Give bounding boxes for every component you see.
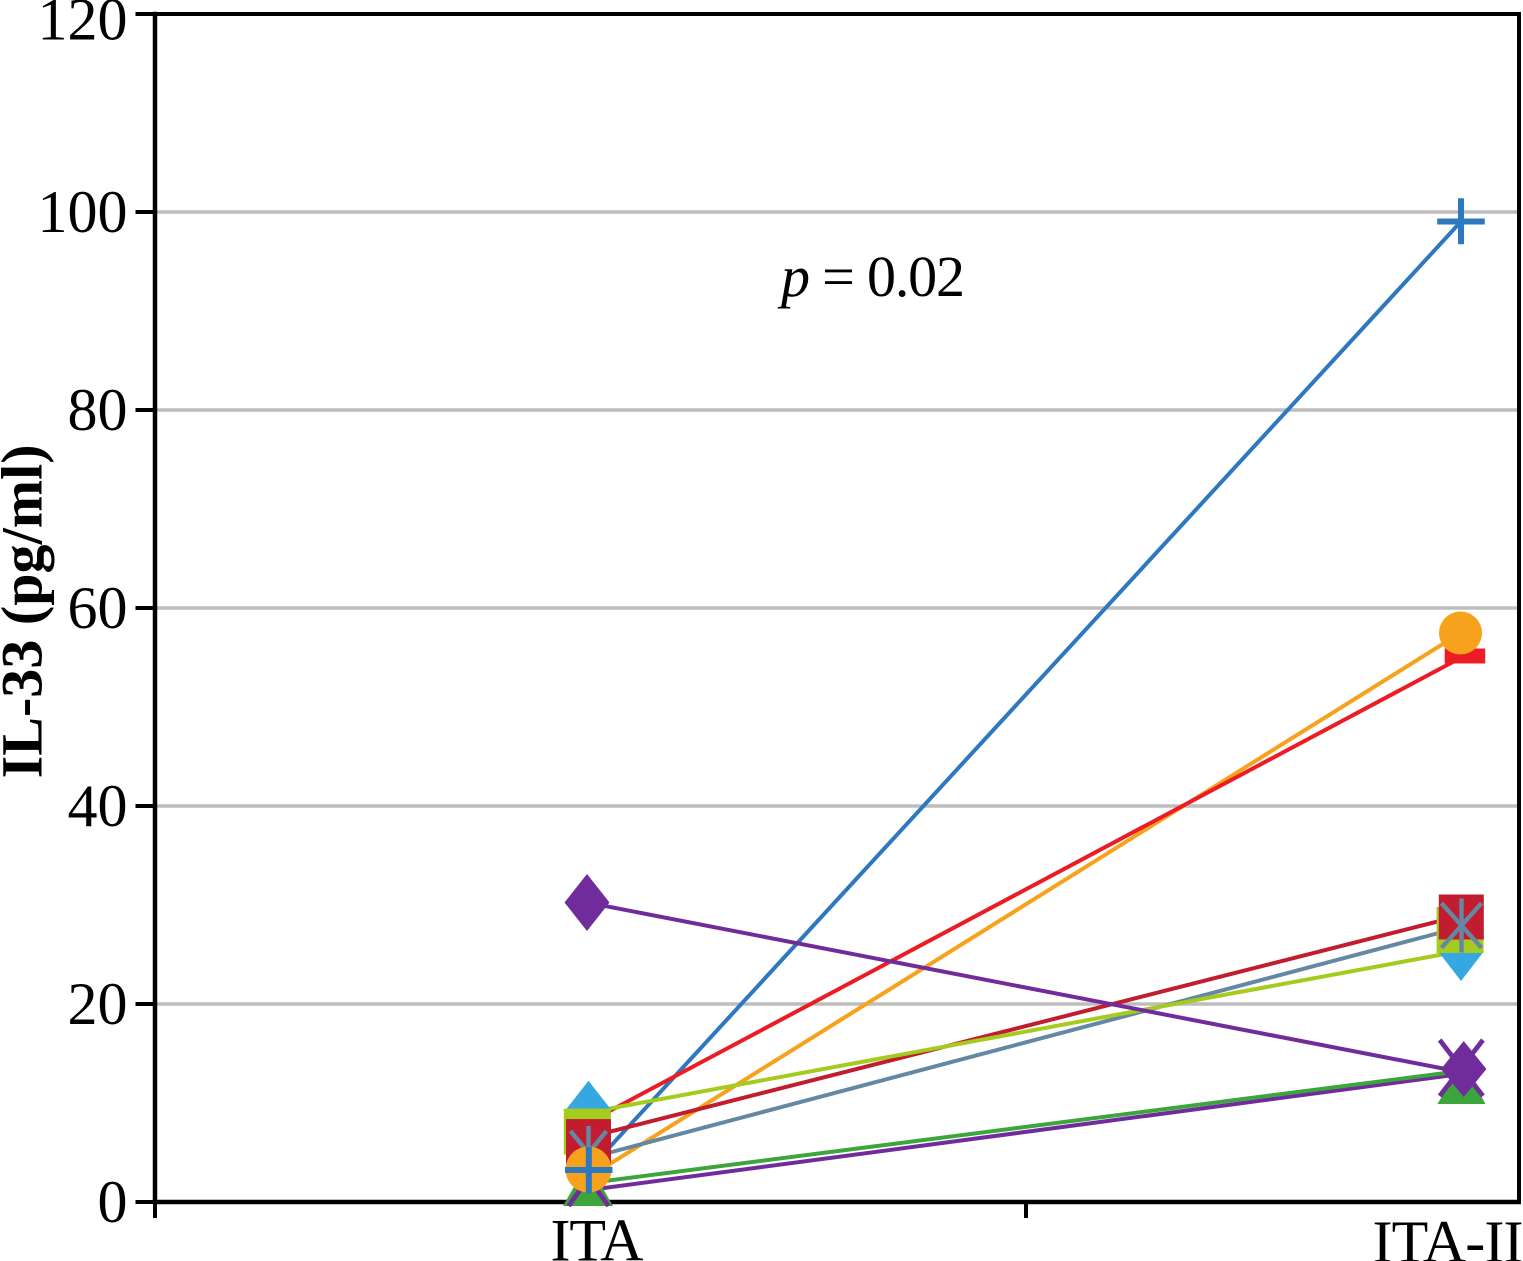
svg-text:40: 40 — [68, 773, 128, 839]
svg-text:p = 0.02: p = 0.02 — [777, 244, 965, 309]
svg-text:IL-33 (pg/ml): IL-33 (pg/ml) — [0, 444, 55, 778]
svg-text:100: 100 — [38, 179, 128, 245]
svg-text:0: 0 — [98, 1169, 128, 1235]
svg-text:ITA: ITA — [551, 1208, 644, 1261]
svg-text:60: 60 — [68, 575, 128, 641]
svg-text:20: 20 — [68, 971, 128, 1037]
svg-text:ITA-II: ITA-II — [1373, 1209, 1523, 1261]
svg-text:120: 120 — [38, 0, 128, 53]
svg-text:80: 80 — [68, 377, 128, 443]
